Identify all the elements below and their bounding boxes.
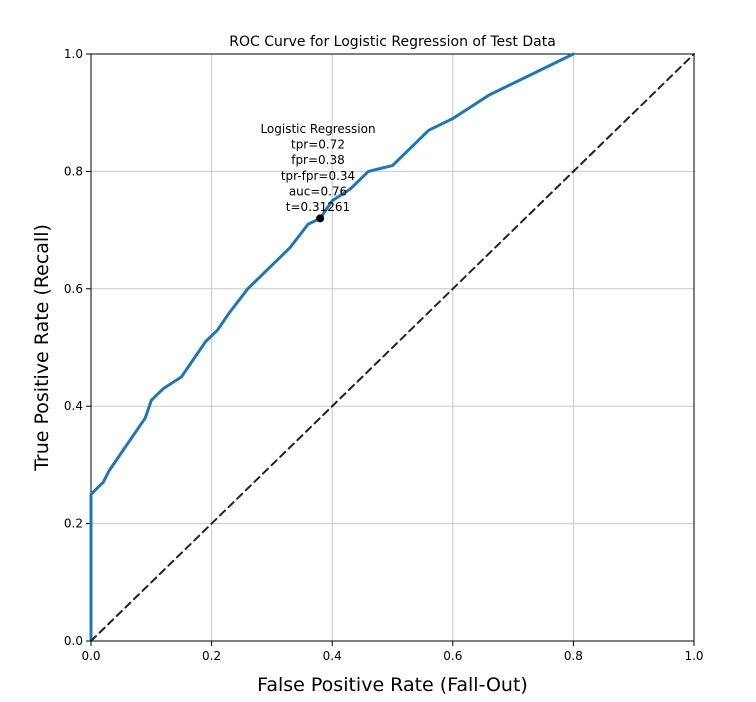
x-tick-label: 0.8 <box>564 649 583 663</box>
y-axis-label: True Positive Rate (Recall) <box>31 224 53 472</box>
series-layer <box>89 52 695 643</box>
annotation-line: t=0.31261 <box>286 200 350 214</box>
axes-layer <box>90 53 695 642</box>
x-tick-label: 0.0 <box>81 649 100 663</box>
y-tick-label: 0.4 <box>64 399 83 413</box>
chart-title: ROC Curve for Logistic Regression of Tes… <box>229 34 556 50</box>
threshold-marker-point <box>316 214 325 223</box>
tick-layer: 0.0 0.2 0.4 0.6 0.8 1.0 0.0 0.2 0.4 0.6 0.8 1.0 <box>64 47 704 663</box>
x-tick-label: 1.0 <box>684 649 703 663</box>
y-tick-label: 0.8 <box>64 164 83 178</box>
y-tick-label: 1.0 <box>64 47 83 61</box>
roc-curve-line <box>89 52 575 643</box>
annotation-line: auc=0.76 <box>289 184 347 198</box>
x-tick-label: 0.2 <box>202 649 221 663</box>
grid-layer <box>91 54 694 641</box>
annotation-line: tpr-fpr=0.34 <box>281 169 355 183</box>
annotation-line: Logistic Regression <box>260 122 375 136</box>
x-axis-label: False Positive Rate (Fall-Out) <box>257 674 528 696</box>
baseline-diagonal-line <box>90 53 695 642</box>
y-tick-label: 0.6 <box>64 282 83 296</box>
plot-frame <box>90 53 695 642</box>
y-tick-label: 0.0 <box>64 634 83 648</box>
annotation-line: tpr=0.72 <box>291 138 345 152</box>
x-tick-label: 0.4 <box>323 649 342 663</box>
x-tick-label: 0.6 <box>443 649 462 663</box>
annotation-line: fpr=0.38 <box>291 153 345 167</box>
y-tick-label: 0.2 <box>64 517 83 531</box>
